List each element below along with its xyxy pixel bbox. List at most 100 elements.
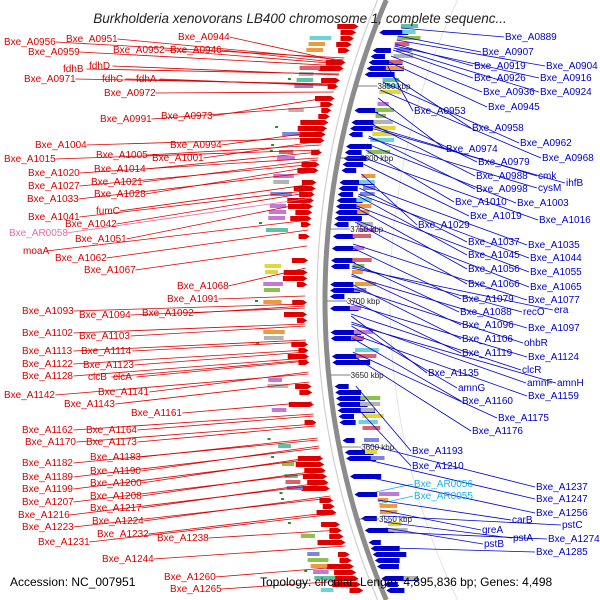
forward-gene	[295, 384, 312, 389]
leader-line	[351, 333, 528, 397]
gene-label: Bxe_A0971	[24, 74, 76, 85]
leader-line	[350, 315, 428, 374]
gene-label: fumC	[96, 206, 120, 217]
outer-mark	[267, 438, 271, 440]
outer-mark	[255, 300, 258, 302]
reverse-gene	[331, 354, 359, 359]
feature-block	[375, 108, 395, 112]
feature-block	[268, 378, 283, 382]
reverse-gene	[330, 294, 345, 299]
leader-line	[73, 457, 322, 490]
gene-label: Bxe_A1190	[90, 466, 141, 477]
leader-line	[354, 221, 468, 285]
reverse-gene	[332, 234, 355, 239]
leader-line	[117, 38, 344, 61]
gene-label: Bxe_A1035	[528, 240, 580, 251]
feature-block	[281, 462, 295, 466]
gene-label: Bxe_A1170	[25, 437, 76, 448]
gene-label: Bxe_A0944	[178, 32, 230, 43]
leader-line	[352, 355, 472, 432]
gene-label: Bxe_A1045	[468, 250, 520, 261]
scale-tick-label: 3800 kbp	[360, 154, 393, 163]
reverse-gene	[339, 420, 356, 425]
leader-line	[221, 49, 343, 64]
gene-label: Bxe_A1056	[468, 264, 520, 275]
feature-block	[350, 336, 365, 340]
reverse-gene	[374, 558, 400, 563]
feature-block	[400, 24, 419, 28]
feature-block	[379, 90, 402, 94]
leader-line	[380, 89, 542, 159]
leader-line	[364, 443, 536, 488]
gene-label: Bxe_A1189	[22, 472, 73, 483]
feature-block	[278, 150, 294, 154]
leader-line	[111, 359, 308, 378]
leader-line	[355, 385, 412, 452]
feature-block	[355, 348, 379, 352]
feature-layer	[255, 24, 421, 593]
leader-line	[119, 183, 314, 212]
feature-block	[263, 288, 281, 292]
feature-block	[294, 84, 314, 88]
gene-label: Bxe_A1207	[22, 497, 74, 508]
feature-block	[263, 336, 284, 340]
gene-label: Bxe_A1256	[536, 508, 588, 519]
gene-label: clcA	[113, 372, 132, 383]
gene-label: Bxe_A0953	[414, 106, 466, 117]
gene-label: fdhB	[63, 64, 84, 75]
gene-label: Bxe_A1041	[28, 212, 80, 223]
gene-label: Bxe_A1123	[83, 360, 134, 371]
feature-block	[360, 408, 375, 412]
feature-block	[271, 408, 287, 412]
forward-gene	[321, 108, 332, 113]
gene-label: amnH	[557, 378, 584, 389]
map-title: Burkholderia xenovorans LB400 chromosome…	[93, 11, 506, 26]
reverse-gene	[334, 216, 362, 221]
reverse-gene	[361, 516, 377, 521]
leader-line	[135, 245, 307, 271]
leader-line	[145, 165, 317, 195]
gene-label: Bxe_A1173	[86, 437, 137, 448]
leader-line	[359, 187, 468, 243]
leader-line	[151, 105, 331, 120]
gene-label: moaA	[23, 246, 49, 257]
gene-label: Bxe_A1015	[4, 154, 56, 165]
leader-line	[385, 71, 472, 129]
gene-labels: Bxe_A0956 Bxe_A0951 Bxe_A0944 Bxe_A0959 Bxe_…	[4, 32, 600, 595]
leader-line	[352, 351, 498, 419]
leader-line	[352, 243, 528, 301]
gene-label: Bxe_A1088	[460, 307, 512, 318]
gene-label: Bxe_A0945	[488, 102, 540, 113]
gene-label: Bxe_AR0058	[9, 228, 68, 239]
feature-block	[307, 552, 320, 556]
gene-label: Bxe_A0979	[478, 157, 530, 168]
outer-mark	[269, 150, 273, 152]
forward-gene	[283, 270, 308, 275]
reverse-gene	[342, 162, 364, 167]
forward-gene	[287, 204, 314, 209]
leader-line	[351, 323, 557, 384]
forward-gene	[336, 42, 352, 47]
gene-label: Bxe_A1077	[528, 295, 580, 306]
reverse-gene	[372, 48, 391, 53]
feature-block	[263, 282, 283, 286]
gene-label: Bxe_AR0055	[414, 491, 473, 502]
leader-line	[159, 78, 336, 87]
gene-label: Bxe_A1093	[22, 306, 74, 317]
feature-block	[354, 282, 376, 286]
feature-block	[355, 354, 377, 358]
gene-label: Bxe_A0974	[446, 144, 498, 155]
gene-label: cysM	[538, 183, 561, 194]
leader-line	[367, 459, 536, 500]
gene-label: greA	[482, 525, 503, 536]
gene-label: Bxe_A1238	[157, 533, 209, 544]
forward-gene	[339, 558, 352, 563]
forward-gene	[299, 390, 313, 395]
gene-label: Bxe_A0946	[170, 45, 222, 56]
reverse-gene	[386, 588, 405, 593]
leader-line	[393, 47, 540, 93]
reverse-gene	[331, 246, 358, 251]
feature-block	[385, 66, 404, 70]
